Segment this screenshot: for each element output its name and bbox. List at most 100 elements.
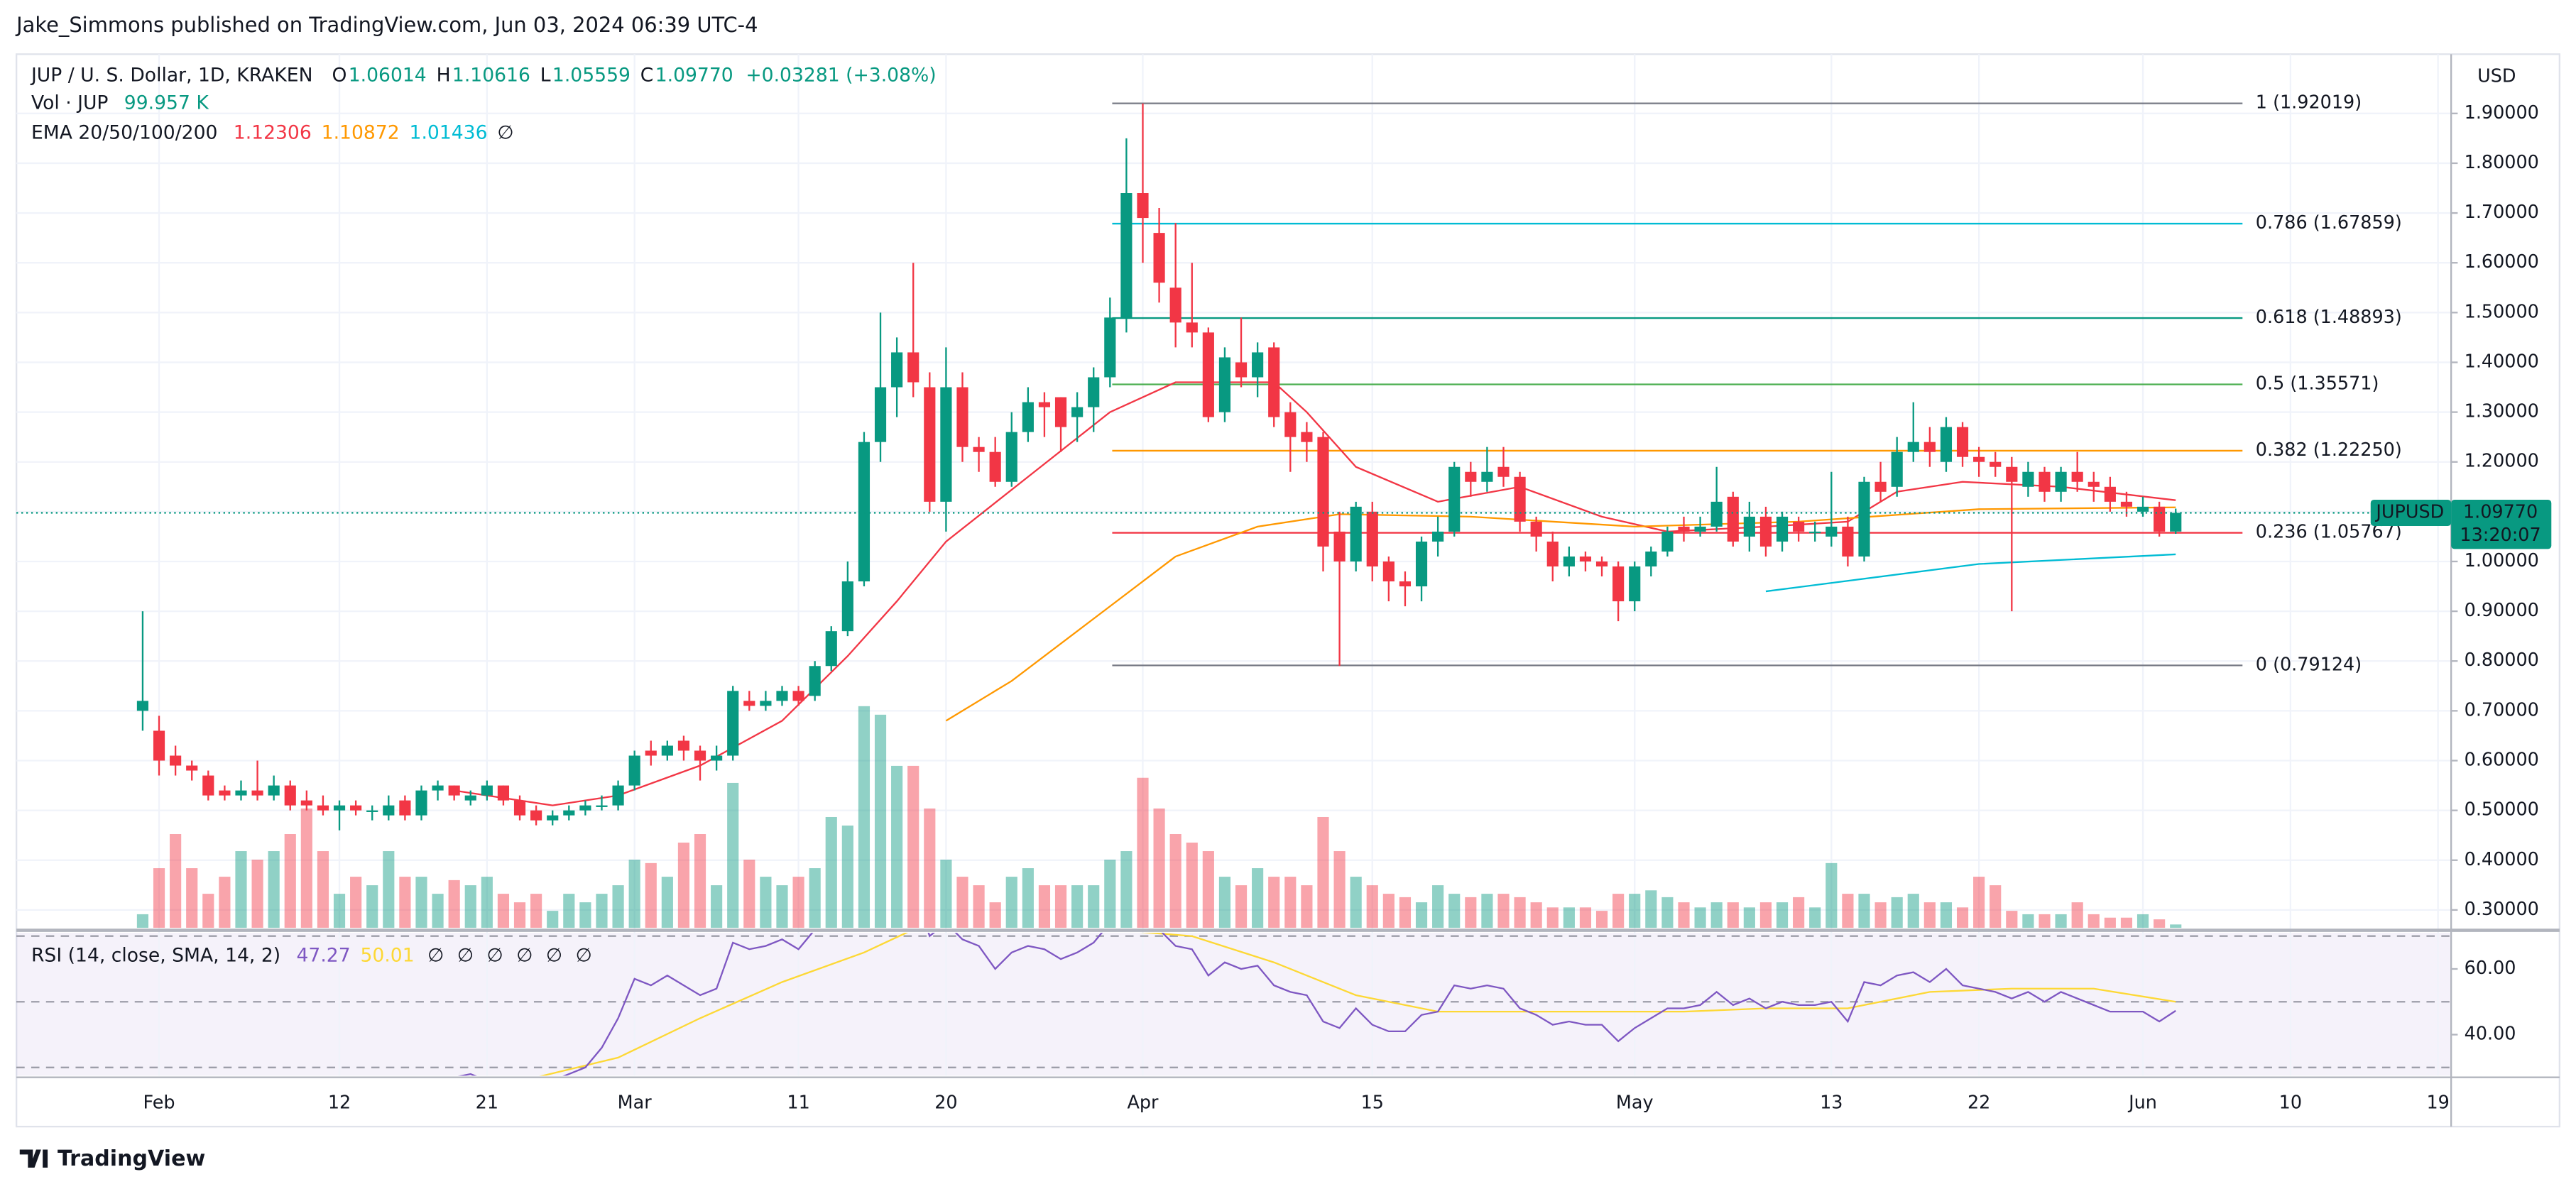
volume-bar — [350, 877, 362, 928]
candle-body — [1743, 516, 1755, 537]
candle-body — [235, 790, 247, 796]
volume-bar — [317, 851, 329, 928]
volume-bar — [1104, 860, 1116, 928]
candle-body — [645, 750, 657, 756]
candle-body — [1120, 193, 1133, 318]
volume-bar — [1169, 834, 1181, 928]
candle-body — [1923, 442, 1936, 452]
rsi-empty: ∅ — [546, 944, 562, 966]
volume-bar — [1661, 897, 1674, 928]
candle-body — [350, 805, 362, 811]
candle-body — [661, 745, 673, 756]
x-tick-label: 19 — [2426, 1092, 2449, 1114]
x-tick-label: Mar — [618, 1092, 653, 1114]
x-tick-label: 22 — [1968, 1092, 1990, 1114]
volume-bar — [2104, 917, 2116, 928]
volume-bar — [2087, 914, 2100, 928]
symbol-tag-text: JUPUSD — [2374, 501, 2444, 522]
candle-body — [1465, 471, 1477, 482]
candle-body — [1809, 531, 1821, 534]
volume-bar — [1743, 907, 1755, 928]
symbol: JUP / U. S. Dollar, 1D, KRAKEN — [30, 64, 313, 86]
volume-bar — [1120, 851, 1133, 928]
candle-body — [1759, 516, 1772, 547]
candle-body — [1678, 526, 1690, 532]
volume-bar — [1252, 868, 1264, 928]
y-tick-label: 1.70000 — [2465, 202, 2539, 223]
volume-bar — [1137, 777, 1149, 928]
rsi-sma-line — [539, 933, 2176, 1076]
volume-bar — [448, 880, 460, 928]
candle-body — [1907, 442, 1919, 452]
volume-bar — [841, 825, 853, 928]
volume-bar — [2039, 914, 2051, 928]
volume-bar — [1923, 902, 1936, 928]
ohlc-value: 1.09770 — [655, 64, 733, 86]
volume-bar — [1973, 877, 1985, 928]
rsi-empty: ∅ — [427, 944, 444, 966]
volume-bar — [628, 860, 640, 928]
rsi-sma-value: 50.01 — [361, 944, 415, 966]
candle-body — [1546, 541, 1559, 566]
y-tick-label: 1.90000 — [2465, 102, 2539, 124]
volume-bar — [399, 877, 411, 928]
candle-body — [1169, 287, 1181, 323]
candle-body — [694, 750, 706, 761]
axes: Feb 12 21 Mar 11 20 Apr 15 May 13 22 Jun 10 19 0.30000… — [143, 102, 2539, 1114]
volume-bar — [1612, 894, 1625, 928]
candle-body — [1301, 432, 1313, 442]
volume-bar — [973, 885, 985, 928]
y-tick-label: 1.50000 — [2465, 301, 2539, 322]
volume-bar — [1891, 897, 1903, 928]
volume-bar — [1448, 894, 1461, 928]
candle-body — [1645, 551, 1657, 566]
volume-bar — [2071, 902, 2083, 928]
candle-body — [1415, 541, 1428, 587]
volume-bar — [1186, 843, 1198, 928]
volume-bar — [1809, 907, 1821, 928]
volume-bar — [1579, 907, 1592, 928]
volume-bar — [1907, 894, 1919, 928]
candle-body — [481, 785, 493, 796]
volume-bar — [1333, 851, 1346, 928]
price-tag-value: 1.09770 — [2463, 501, 2538, 522]
candle-body — [432, 785, 444, 791]
volume-bar — [924, 808, 936, 928]
candle-body — [251, 790, 263, 796]
volume-bar — [1645, 890, 1657, 928]
candle-body — [268, 785, 280, 796]
volume-bar — [2136, 914, 2149, 928]
candle-body — [1448, 466, 1461, 532]
candle-body — [727, 691, 739, 756]
volume-bar — [1038, 885, 1051, 928]
rsi-empty: ∅ — [576, 944, 592, 966]
attribution: Jake_Simmons published on TradingView.co… — [15, 13, 758, 37]
volume-bar — [1153, 808, 1165, 928]
candle-body — [219, 790, 231, 796]
volume-bar — [1432, 885, 1444, 928]
rsi-y-tick-label: 60.00 — [2465, 958, 2516, 979]
volume-bar — [219, 877, 231, 928]
candle-body — [1595, 561, 1608, 566]
x-tick-label: May — [1616, 1092, 1654, 1114]
brand: TradingView — [58, 1146, 205, 1171]
volume-value: 99.957 K — [124, 92, 209, 114]
candle-body — [1252, 352, 1264, 378]
x-tick-label: 13 — [1820, 1092, 1843, 1114]
rsi-legend: RSI (14, close, SMA, 14, 2) 47.27 50.01 ∅ ∅… — [31, 944, 592, 966]
volume-bar — [1088, 885, 1100, 928]
candle-body — [1005, 432, 1017, 482]
volume-bar — [1546, 907, 1559, 928]
candle-body — [973, 446, 985, 452]
volume-bar — [858, 706, 871, 928]
volume-bar — [432, 894, 444, 928]
candle-body — [1563, 556, 1575, 566]
candle-body — [891, 352, 903, 388]
candle-body — [2120, 501, 2133, 507]
candle-body — [1284, 412, 1297, 437]
volume-bar — [481, 877, 493, 928]
ohlc-value: 1.06014 — [349, 64, 427, 86]
ema-label: EMA 20/50/100/200 — [31, 121, 217, 143]
volume-bar — [940, 860, 952, 928]
